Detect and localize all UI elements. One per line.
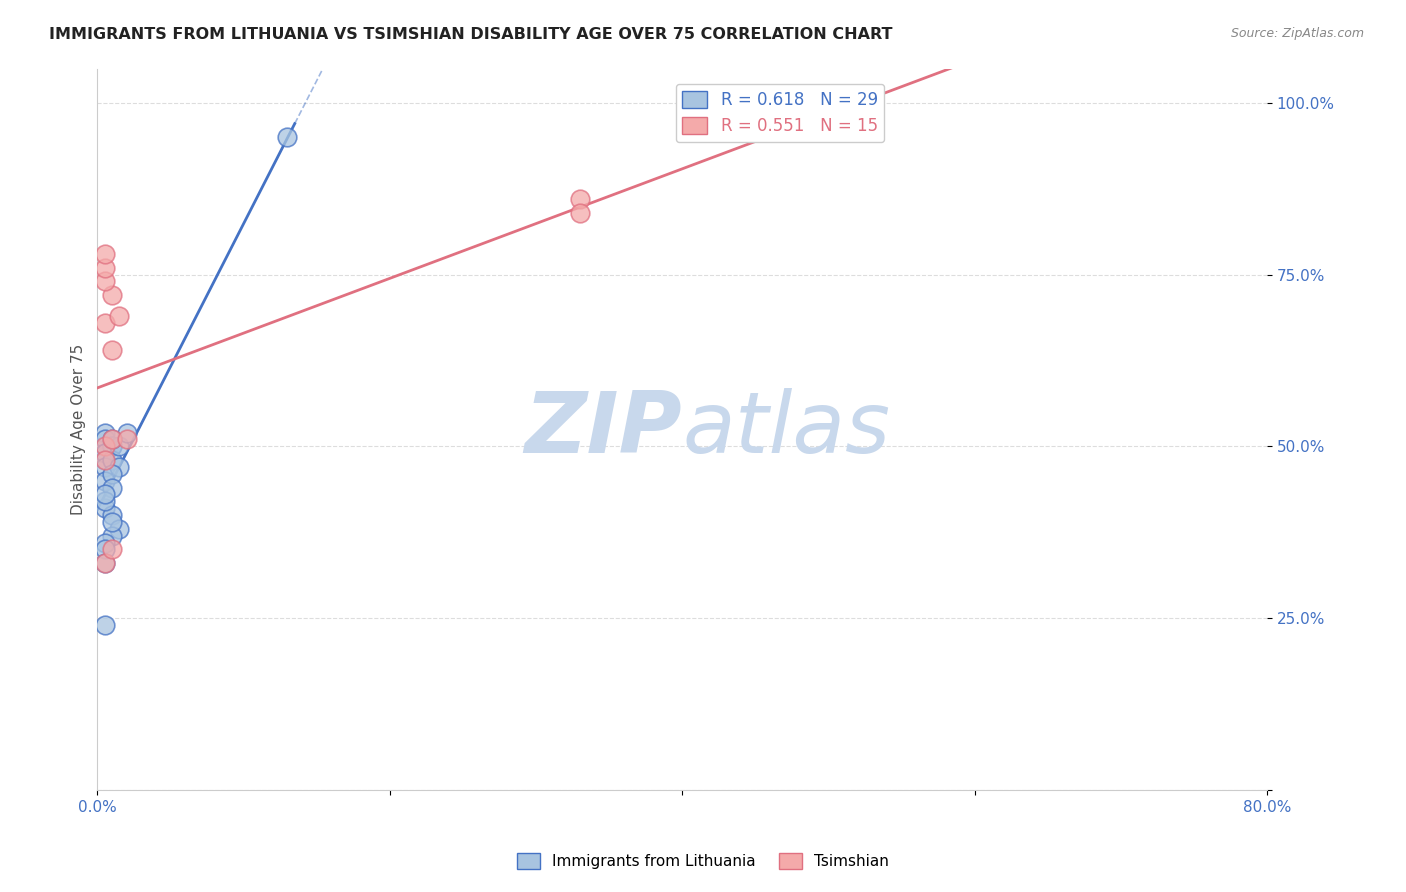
Point — [101, 453, 124, 467]
Point — [93, 453, 115, 467]
Point — [101, 467, 124, 481]
Text: Source: ZipAtlas.com: Source: ZipAtlas.com — [1230, 27, 1364, 40]
Point — [108, 439, 131, 453]
Point — [93, 542, 115, 557]
Point — [108, 309, 131, 323]
Point — [93, 425, 115, 440]
Point — [93, 474, 115, 488]
Legend: R = 0.618   N = 29, R = 0.551   N = 15: R = 0.618 N = 29, R = 0.551 N = 15 — [676, 84, 884, 142]
Point — [101, 542, 124, 557]
Point — [93, 487, 115, 501]
Point — [101, 433, 124, 447]
Point — [101, 288, 124, 302]
Text: ZIP: ZIP — [524, 388, 682, 471]
Point — [115, 425, 138, 440]
Point — [101, 439, 124, 453]
Point — [101, 343, 124, 358]
Point — [108, 522, 131, 536]
Point — [101, 433, 124, 447]
Point — [93, 453, 115, 467]
Point — [276, 130, 298, 145]
Point — [93, 501, 115, 516]
Y-axis label: Disability Age Over 75: Disability Age Over 75 — [72, 343, 86, 515]
Text: atlas: atlas — [682, 388, 890, 471]
Point — [93, 275, 115, 289]
Point — [101, 515, 124, 529]
Point — [93, 535, 115, 549]
Point — [93, 439, 115, 453]
Text: IMMIGRANTS FROM LITHUANIA VS TSIMSHIAN DISABILITY AGE OVER 75 CORRELATION CHART: IMMIGRANTS FROM LITHUANIA VS TSIMSHIAN D… — [49, 27, 893, 42]
Point — [93, 446, 115, 460]
Point — [93, 446, 115, 460]
Point — [93, 618, 115, 632]
Point — [568, 206, 591, 220]
Point — [101, 529, 124, 543]
Point — [93, 556, 115, 570]
Point — [93, 247, 115, 261]
Point — [93, 494, 115, 508]
Point — [101, 439, 124, 453]
Point — [108, 460, 131, 475]
Point — [568, 192, 591, 206]
Point — [93, 460, 115, 475]
Point — [101, 481, 124, 495]
Point — [93, 316, 115, 330]
Point — [93, 433, 115, 447]
Point — [93, 439, 115, 453]
Point — [101, 508, 124, 522]
Point — [115, 433, 138, 447]
Point — [93, 260, 115, 275]
Point — [93, 556, 115, 570]
Legend: Immigrants from Lithuania, Tsimshian: Immigrants from Lithuania, Tsimshian — [510, 847, 896, 875]
